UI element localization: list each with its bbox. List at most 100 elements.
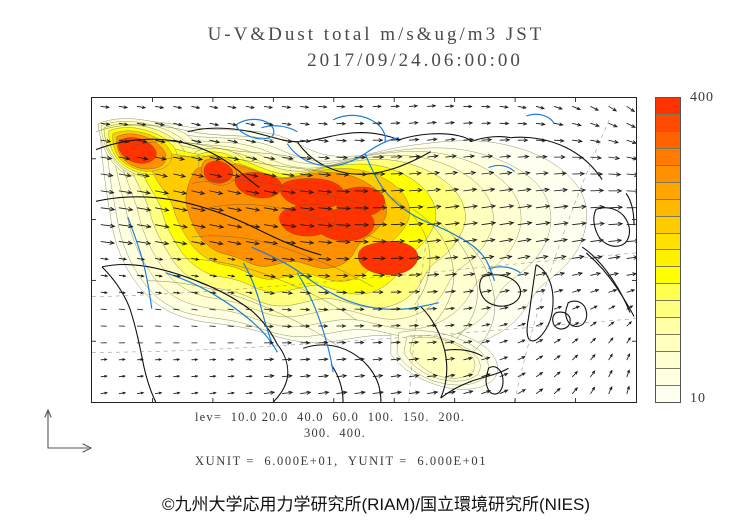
wind-vector-head [598, 171, 604, 177]
wind-vector [463, 222, 478, 226]
wind-vector-head [576, 289, 582, 293]
wind-vector [553, 239, 568, 242]
wind-vector-head [215, 156, 222, 161]
wind-vector-head [363, 222, 370, 228]
wind-vector-head [416, 255, 423, 261]
wind-vector [553, 371, 561, 378]
wind-vector-head [269, 307, 274, 312]
dust-contour-lines [95, 124, 495, 353]
wind-vector-head [454, 204, 460, 209]
wind-vector [136, 139, 148, 143]
wind-vector-head [164, 224, 170, 229]
wind-vector-head [232, 105, 237, 109]
wind-vector-head [182, 224, 188, 229]
wind-vector [136, 190, 151, 194]
wind-vector [590, 122, 600, 127]
wind-vector [300, 122, 310, 125]
wind-vector-head [414, 307, 420, 311]
wind-vector-head [124, 122, 129, 126]
wind-vector-head [522, 306, 527, 310]
wind-vector-head [435, 255, 441, 260]
wind-vector-head [414, 137, 420, 142]
wind-vector [517, 172, 531, 175]
wind-vector-head [342, 357, 347, 362]
wind-vector-head [521, 372, 526, 376]
wind-vector-head [341, 340, 347, 345]
colorbar-band-0 [656, 98, 680, 115]
wind-vector-head [596, 272, 602, 276]
wind-vector-head [525, 171, 531, 176]
wind-vector-head [213, 291, 217, 295]
wind-vector-head [575, 305, 580, 309]
wind-vector [535, 372, 543, 378]
wind-vector [535, 205, 550, 209]
wind-vector-head [287, 374, 293, 378]
wind-vector-head [633, 255, 636, 260]
wind-vector-head [453, 187, 460, 192]
wind-vector-head [123, 105, 129, 109]
wind-vector [572, 222, 587, 226]
wind-vector-head [396, 138, 402, 142]
wind-vector [173, 139, 184, 143]
wind-vector-head [436, 238, 442, 243]
wind-vector [445, 138, 456, 141]
wind-vector-head [574, 387, 578, 391]
wind-vector-head [288, 291, 294, 295]
wind-vector-head [562, 187, 568, 193]
wind-vector-head [543, 171, 549, 176]
wind-vector [227, 308, 234, 311]
wind-vector-head [196, 105, 201, 110]
wind-vector-head [177, 274, 181, 278]
wind-vector-head [433, 154, 439, 159]
wind-vector-head [142, 139, 148, 144]
wind-vector-head [574, 370, 578, 375]
wind-vector [191, 156, 203, 161]
wind-vector [245, 173, 259, 177]
wind-vector-head [396, 323, 401, 328]
wind-vector-head [507, 255, 513, 260]
wind-vector-head [561, 171, 567, 176]
wind-vector-head [158, 274, 163, 278]
wind-vector [481, 340, 490, 344]
wind-vector [499, 106, 509, 108]
wind-vector-head [610, 337, 614, 341]
wind-vector [572, 387, 578, 394]
wind-vector-head [521, 389, 526, 393]
wind-vector [245, 156, 257, 160]
wind-vector-head [490, 221, 497, 226]
wind-vector-head [486, 389, 492, 394]
wind-vector [118, 207, 133, 211]
wind-vector-head [109, 206, 116, 212]
wind-vector-head [396, 307, 402, 311]
wind-vector [245, 258, 254, 260]
copyright-credit: ©九州大学応用力学研究所(RIAM)/国立環境研究所(NIES) [161, 495, 591, 514]
wind-vector [572, 206, 587, 209]
wind-vector [408, 341, 419, 344]
wind-vector-head [200, 207, 206, 212]
wind-vector-head [579, 255, 585, 260]
wind-vector-head [592, 354, 596, 358]
wind-vector-head [468, 104, 473, 109]
wind-vector-head [434, 272, 440, 277]
wind-vector-head [359, 121, 365, 126]
wind-vector-head [574, 338, 579, 342]
wind-vector [517, 323, 526, 327]
wind-vector-head [249, 391, 254, 395]
axis-unit-label: XUNIT = 6.000E+01, YUNIT = 6.000E+01 [194, 454, 488, 468]
wind-vector-head [614, 272, 620, 276]
wind-vector-head [323, 307, 329, 312]
wind-vector-head [507, 170, 513, 176]
colorbar-band-4 [656, 165, 680, 183]
wind-vector [372, 358, 383, 361]
wind-vector-head [177, 257, 182, 261]
wind-vector [590, 222, 605, 226]
wind-vector-head [196, 139, 202, 144]
wind-vector [517, 306, 526, 310]
wind-vector-head [249, 257, 254, 261]
wind-vector [481, 222, 496, 226]
wind-vector-head [179, 156, 185, 161]
wind-vector-head [417, 188, 423, 193]
wind-vector-head [236, 190, 242, 195]
wind-vector [318, 106, 327, 108]
colorbar-band-11 [656, 284, 680, 302]
